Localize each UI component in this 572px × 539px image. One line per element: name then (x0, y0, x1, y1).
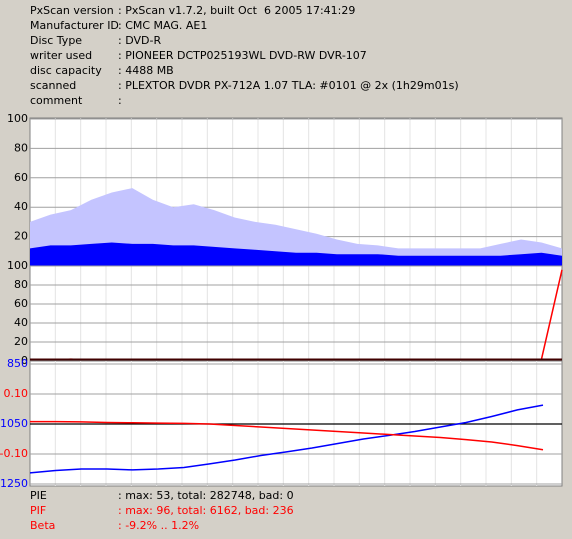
info-row-value: : (118, 94, 122, 107)
y-tick-label: 20 (14, 335, 28, 348)
info-row-value: : PxScan v1.7.2, built Oct 6 2005 17:41:… (118, 4, 356, 17)
info-row-label: PxScan version (30, 4, 114, 17)
line (30, 420, 544, 451)
info-row-label: Disc Type (30, 34, 83, 47)
y-tick-label: 80 (14, 278, 28, 291)
info-row-label: scanned (30, 79, 77, 92)
line (29, 404, 544, 474)
info-row-label: disc capacity (30, 64, 102, 77)
y-tick-label: 100 (7, 259, 28, 272)
info-row-label: Manufacturer ID (30, 19, 119, 32)
stat-row-value: : max: 96, total: 6162, bad: 236 (118, 504, 294, 517)
y-tick-label: 0.10 (4, 387, 29, 400)
y-tick-label: 0 (21, 354, 28, 367)
info-row-value: : CMC MAG. AE1 (118, 19, 208, 32)
y-tick-label: 40 (14, 316, 28, 329)
y-tick-label: -0.10 (0, 447, 28, 460)
y-tick-label: 850 (7, 357, 28, 370)
y-tick-label: 80 (14, 141, 28, 154)
stat-row-label: PIE (30, 489, 47, 502)
y-tick-label: 60 (14, 297, 28, 310)
y-tick-label: 60 (14, 171, 28, 184)
stat-row-label: PIF (30, 504, 47, 517)
info-row-value: : 4488 MB (118, 64, 174, 77)
y-tick-label: 20 (14, 230, 28, 243)
info-row-label: comment (30, 94, 83, 107)
info-row-label: writer used (30, 49, 93, 62)
plot-area (29, 265, 563, 362)
stat-row-value: : -9.2% .. 1.2% (118, 519, 200, 532)
y-tick-label: 100 (7, 112, 28, 125)
stat-row-value: : max: 53, total: 282748, bad: 0 (118, 489, 294, 502)
y-tick-label: 1050 (0, 417, 28, 430)
info-row-value: : DVD-R (118, 34, 162, 47)
stat-row-label: Beta (30, 519, 56, 532)
y-tick-label: 1250 (0, 477, 28, 490)
y-tick-label: 40 (14, 200, 28, 213)
area (30, 242, 562, 266)
info-row-value: : PIONEER DCTP025193WL DVD-RW DVR-107 (118, 49, 367, 62)
info-row-value: : PLEXTOR DVDR PX-712A 1.07 TLA: #0101 @… (118, 79, 459, 92)
